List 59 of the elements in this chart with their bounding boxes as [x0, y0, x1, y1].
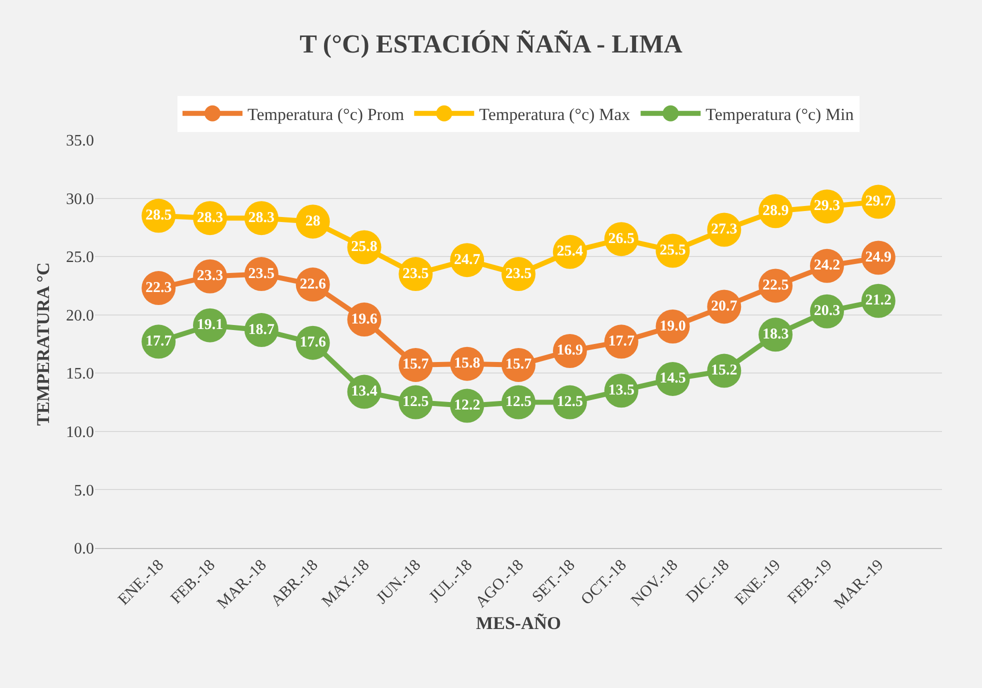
data-label: 17.7 — [145, 333, 172, 350]
y-tick-label: 30.0 — [66, 190, 94, 208]
data-label: 14.5 — [660, 370, 686, 387]
chart-title: T (°C) ESTACIÓN ÑAÑA - LIMA — [300, 30, 683, 59]
data-label: 24.9 — [865, 249, 892, 266]
y-tick-label: 0.0 — [74, 540, 94, 558]
data-label: 23.3 — [196, 268, 224, 284]
y-tick-label: 25.0 — [66, 249, 94, 266]
data-label: 18.7 — [248, 322, 276, 338]
legend-label: Temperatura (°c) Prom — [248, 105, 404, 124]
y-axis-title: TEMPERATURA °C — [33, 262, 53, 426]
data-label: 15.8 — [454, 356, 480, 372]
data-label: 29.3 — [814, 198, 840, 214]
data-label: 28.3 — [248, 210, 275, 226]
data-label: 23.5 — [505, 266, 532, 282]
data-label: 21.2 — [865, 292, 892, 309]
data-label: 12.5 — [556, 394, 584, 410]
y-tick-label: 10.0 — [66, 424, 94, 442]
data-label: 17.6 — [300, 334, 326, 351]
data-label: 12.2 — [454, 398, 480, 414]
data-label: 13.5 — [608, 382, 634, 398]
data-label: 25.8 — [351, 239, 378, 255]
data-label: 16.9 — [556, 342, 584, 359]
legend-label: Temperatura (°c) Max — [479, 105, 631, 124]
data-label: 12.5 — [505, 394, 532, 410]
data-label: 17.7 — [608, 333, 635, 350]
data-label: 24.2 — [814, 258, 840, 274]
data-label: 23.5 — [402, 266, 429, 282]
data-label: 25.5 — [660, 242, 686, 258]
data-label: 18.3 — [762, 326, 789, 342]
data-label: 28.9 — [762, 202, 789, 219]
data-label: 15.7 — [505, 356, 532, 373]
data-label: 19.6 — [351, 311, 378, 328]
y-tick-label: 35.0 — [66, 132, 94, 150]
data-label: 15.7 — [402, 356, 430, 373]
data-label: 13.4 — [351, 384, 378, 400]
data-label: 26.5 — [608, 230, 634, 247]
data-label: 28.3 — [196, 210, 224, 226]
data-label: 19.1 — [196, 317, 224, 334]
data-label: 20.3 — [814, 303, 840, 320]
data-label: 22.3 — [145, 280, 172, 296]
data-label: 25.4 — [556, 244, 584, 260]
data-label: 27.3 — [711, 222, 738, 238]
data-label: 12.5 — [402, 394, 429, 410]
y-tick-label: 5.0 — [74, 482, 94, 500]
data-label: 23.5 — [248, 266, 275, 282]
y-tick-label: 20.0 — [66, 307, 94, 324]
data-label: 28.5 — [145, 208, 172, 224]
data-label: 29.7 — [865, 194, 892, 210]
y-tick-label: 15.0 — [66, 366, 94, 383]
data-label: 22.5 — [762, 277, 789, 294]
x-axis-title: MES-AÑO — [476, 613, 561, 634]
data-label: 19.0 — [660, 318, 686, 334]
legend-label: Temperatura (°c) Min — [706, 105, 854, 124]
data-label: 20.7 — [711, 298, 738, 314]
data-label: 24.7 — [454, 252, 481, 268]
data-label: 22.6 — [300, 276, 326, 292]
data-label: 15.2 — [711, 362, 738, 379]
data-label: 28 — [305, 213, 320, 230]
